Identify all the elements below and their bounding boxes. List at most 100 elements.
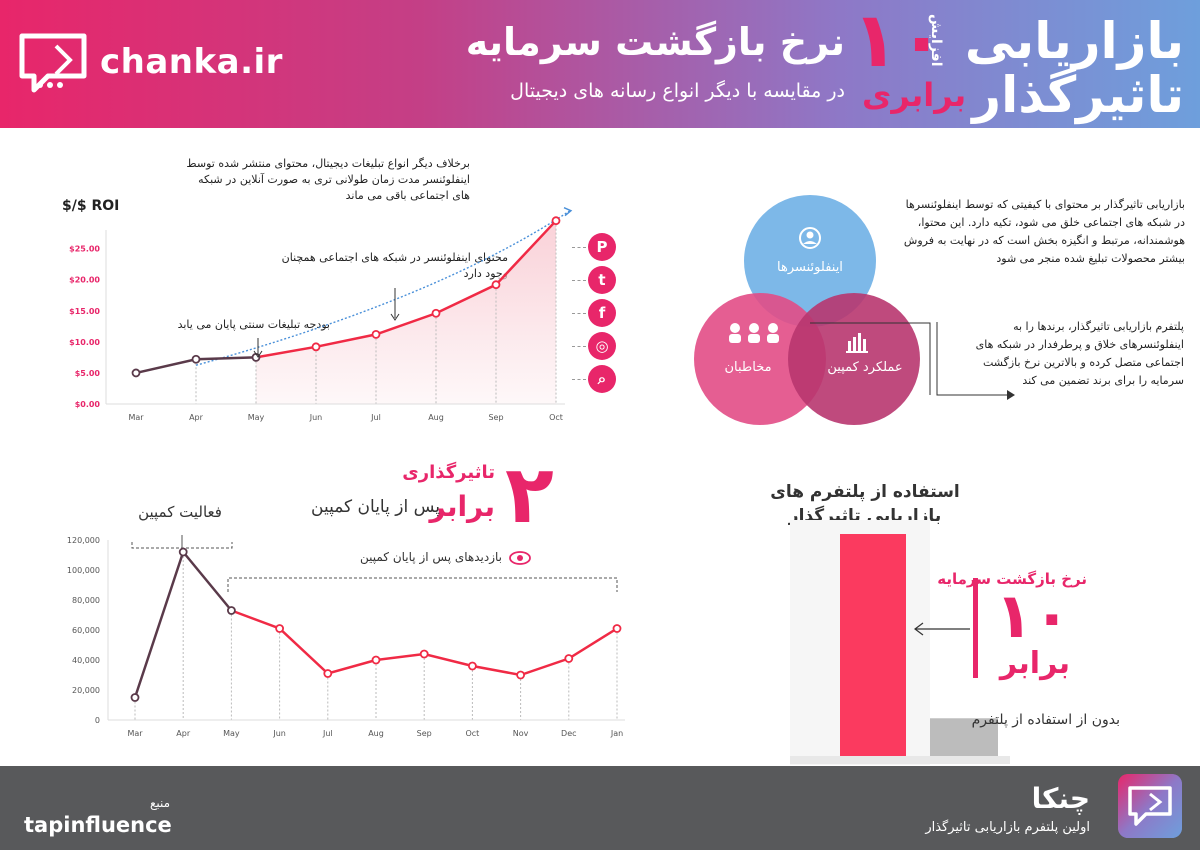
social-connector (572, 346, 586, 347)
views-data-point (323, 669, 333, 678)
roi-y-tick: $20.00 (69, 276, 100, 285)
roi-bar-chart (790, 520, 1010, 765)
views-y-tick: 0 (95, 716, 100, 725)
roi-y-tick: $5.00 (75, 369, 101, 378)
circle-audience (694, 293, 826, 425)
roi-annotation-mid: محتوای اینفلوئنسر در شبکه های اجتماعی هم… (281, 251, 508, 280)
views-x-tick: Mar (127, 729, 143, 738)
venn-diagram: اینفلوئنسرها مخاطبان عملکرد کمپین (694, 195, 931, 425)
views-data-point (516, 670, 525, 680)
views-data-point (178, 547, 188, 557)
chanka-logo-icon[interactable] (1118, 774, 1182, 838)
roi-area-fill (256, 220, 556, 404)
views-data-point (371, 655, 381, 665)
views-x-tick: Apr (176, 729, 191, 738)
search-icon[interactable]: ⌕ (588, 365, 616, 393)
impact-label-after: پس از پایان کمپین (311, 497, 440, 517)
post-campaign-bracket (227, 577, 618, 592)
roi-x-tick: May (248, 413, 265, 422)
header-increase-label: افزایش (928, 14, 944, 67)
roi-data-point (431, 308, 441, 318)
views-data-point (612, 624, 622, 633)
views-data-point (467, 661, 477, 671)
chat-logo-icon (19, 33, 87, 93)
facebook-icon[interactable]: f (588, 299, 616, 327)
social-row: ◎ (570, 332, 620, 362)
views-x-tick: Dec (561, 729, 576, 738)
source-label: منبع (150, 796, 171, 810)
budget-arrowhead (253, 350, 263, 358)
bar-roi-label: نرخ بازگشت سرمایه (937, 570, 1087, 588)
roi-x-tick: Mar (128, 413, 144, 422)
roi-x-tick: Jul (370, 413, 381, 422)
eye-icon (509, 551, 531, 565)
header-title: نرخ بازگشت سرمایه (465, 20, 845, 64)
views-y-tick: 40,000 (72, 656, 100, 665)
footer: منبع tapinfluence چنکا اولین پلتفرم بازا… (0, 766, 1200, 850)
roi-y-tick: $25.00 (69, 245, 100, 254)
social-connector (572, 247, 586, 248)
roi-x-tick: Jun (309, 413, 323, 422)
views-x-tick: Jan (610, 729, 623, 738)
roi-after-line (255, 219, 557, 359)
venn-description: بازاریابی تاثیرگذار بر محتوای با کیفیتی … (903, 198, 1185, 265)
views-y-tick: 60,000 (72, 626, 100, 635)
roi-y-tick: $0.00 (75, 400, 101, 409)
views-y-tick: 80,000 (72, 596, 100, 605)
circle-campaign (788, 293, 920, 425)
venn-connector (810, 322, 931, 395)
views-after-line (230, 609, 618, 677)
views-y-tick: 20,000 (72, 686, 100, 695)
roi-annotation-top: برخلاف دیگر انواع تبلیغات دیجیتال، محتوا… (186, 157, 470, 202)
brand-name[interactable]: chanka.ir (100, 42, 283, 82)
pinterest-icon[interactable]: P (588, 233, 616, 261)
views-line-chart: 020,00040,00060,00080,000100,000120,000 … (67, 535, 625, 738)
audience-icon (729, 323, 779, 343)
label-audience: مخاطبان (724, 360, 771, 375)
impact-big-number: ۲ (505, 448, 554, 541)
instagram-icon[interactable]: ◎ (588, 332, 616, 360)
mid-arrowhead (390, 313, 400, 321)
source-name[interactable]: tapinfluence (24, 813, 172, 837)
roi-x-tick: Apr (189, 413, 204, 422)
header-right-title-1: بازاریابی (964, 12, 1184, 70)
views-x-tick: Jul (322, 729, 333, 738)
views-data-point (130, 693, 140, 702)
bar-chart-icon (846, 333, 868, 353)
roi-annotation-budget: بودجه تبلیغات سنتی پایان می یابد (177, 318, 330, 331)
roi-trend-arrowhead (563, 207, 573, 217)
platform-arrow (936, 322, 1015, 400)
bar-baseline (790, 756, 1010, 764)
roi-y-tick: $15.00 (69, 307, 100, 316)
label-campaign: عملکرد کمپین (827, 360, 902, 375)
bar-big-number: ۱۰ (995, 579, 1071, 652)
views-x-tick: Aug (368, 729, 384, 738)
bar-title-line-1: استفاده از پلتفرم های (770, 482, 960, 502)
views-data-point (564, 654, 574, 663)
post-views-label: بازدیدهای پس از پایان کمپین (359, 550, 502, 564)
platform-note: پلتفرم بازاریابی تاثیرگذار، برندها را به… (975, 320, 1184, 387)
roi-ylabel: $/$ ROI (62, 198, 120, 214)
views-y-tick: 100,000 (67, 566, 100, 575)
roi-data-point (551, 216, 561, 226)
roi-line-chart: $0.00 $5.00 $10.00 $15.00 $20.00 $25.00 Mar Ap… (69, 207, 573, 422)
roi-x-tick: Oct (549, 413, 563, 422)
roi-x-tick: Sep (488, 413, 503, 422)
roi-data-point (491, 280, 501, 290)
label-influencers: اینفلوئنسرها (777, 260, 843, 275)
roi-data-point (191, 354, 201, 364)
social-row: ⌕ (570, 365, 620, 395)
social-connector (572, 379, 586, 380)
bar-times-label: برابر (999, 646, 1070, 681)
views-x-tick: Oct (465, 729, 479, 738)
views-x-tick: Nov (513, 729, 529, 738)
twitter-icon[interactable]: t (588, 266, 616, 294)
views-y-tick: 120,000 (67, 536, 100, 545)
social-connector (572, 280, 586, 281)
roi-data-point (371, 330, 381, 339)
header-subtitle: در مقایسه با دیگر انواع رسانه های دیجیتا… (510, 80, 845, 102)
social-connector (572, 313, 586, 314)
social-row: t (570, 266, 620, 296)
views-data-point (226, 606, 236, 615)
social-row: P (570, 233, 620, 263)
